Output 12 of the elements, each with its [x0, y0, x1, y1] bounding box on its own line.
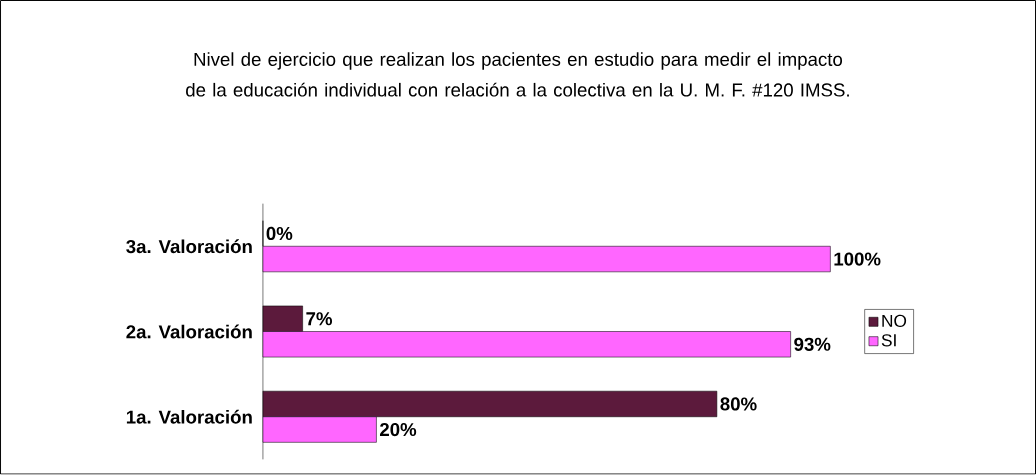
legend-label: SI [881, 334, 896, 347]
legend-label: NO [882, 314, 907, 328]
chart-title: Nivel de ejercicio que realizan los pacientes en estudio para medir el impacto de la educación individual con relación a la colectiva en la U. M. F. #120 IMSS. [186, 52, 849, 97]
y-tick-label: 3a. Valoración [126, 239, 252, 254]
data-label: 0% [266, 227, 293, 241]
y-tick-label: 1a. Valoración [126, 410, 252, 424]
data-label: 7% [306, 312, 333, 326]
y-tick-label: 2a. Valoración [126, 324, 252, 339]
data-label: 20% [379, 423, 417, 437]
data-label: 93% [794, 337, 831, 352]
data-label: 80% [720, 397, 757, 411]
data-label: 100% [834, 252, 881, 266]
